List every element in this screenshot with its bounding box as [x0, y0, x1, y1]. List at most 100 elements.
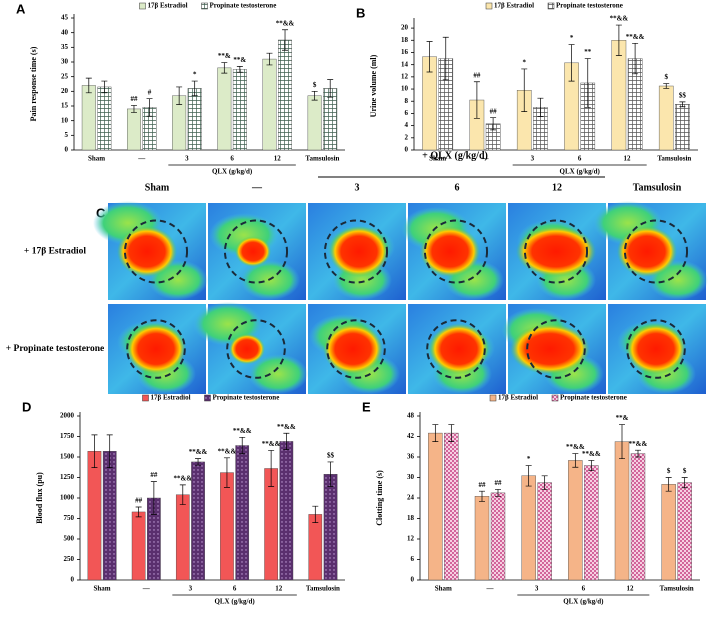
x-tick-label: — — [486, 585, 495, 593]
error-bar — [311, 90, 318, 101]
bar — [126, 108, 141, 151]
y-tick-label: 0 — [65, 146, 69, 154]
x-tick-label: 3 — [189, 585, 193, 593]
panel-label: B — [356, 5, 365, 20]
error-bar — [85, 77, 92, 94]
error-bar — [327, 461, 334, 487]
error-bar — [312, 505, 319, 523]
roi-circle — [226, 319, 286, 379]
perfusion-image — [208, 203, 306, 300]
legend-swatch — [489, 394, 497, 402]
roi-circle — [126, 319, 186, 379]
bar — [658, 85, 674, 151]
error-bar — [91, 434, 98, 469]
error-bar — [179, 484, 186, 505]
error-bar — [537, 97, 544, 117]
bar — [187, 88, 202, 151]
y-tick-label: 12 — [401, 72, 409, 80]
error-bar — [282, 29, 289, 51]
image-hotspot — [516, 226, 596, 277]
significance-label: $ — [313, 81, 317, 89]
bar — [537, 482, 552, 581]
bar — [97, 86, 112, 151]
perfusion-image — [308, 304, 406, 394]
image-hotspot — [626, 323, 686, 375]
significance-label: * — [570, 34, 574, 42]
bar — [428, 432, 443, 581]
x-axis-label: QLX (g/kg/d) — [560, 168, 601, 176]
column-header: 6 — [455, 182, 460, 193]
error-bar — [130, 105, 137, 113]
significance-label: * — [527, 455, 531, 463]
significance-label: $ — [664, 73, 668, 81]
legend-swatch — [142, 394, 149, 402]
x-tick-label: 12 — [627, 585, 635, 593]
image-hotspot — [235, 236, 271, 267]
significance-label: ## — [490, 107, 498, 115]
legend-label: Propinate testosterone — [213, 394, 280, 402]
significance-label: $ — [667, 467, 671, 475]
error-bar — [327, 79, 334, 98]
x-tick-label: — — [137, 155, 146, 163]
bar — [81, 85, 96, 151]
x-tick-label: 6 — [582, 585, 586, 593]
x-tick-label: 6 — [578, 155, 582, 163]
y-tick-label: 1750 — [60, 432, 75, 440]
y-tick-label: 250 — [64, 555, 75, 563]
error-bar — [681, 477, 688, 489]
x-axis-label: QLX (g/kg/d) — [214, 598, 255, 606]
y-tick-label: 5 — [65, 131, 69, 139]
y-axis-label: Pain response time (s) — [29, 46, 38, 121]
significance-label: ## — [495, 479, 503, 487]
column-header: 12 — [552, 182, 562, 193]
y-tick-label: 2 — [405, 133, 409, 141]
legend-label: Propinate testosterone — [560, 394, 627, 402]
bar — [308, 514, 323, 581]
image-hotspot — [429, 323, 489, 375]
panel-label: E — [362, 399, 371, 414]
y-tick-label: 500 — [64, 535, 75, 543]
perfusion-image — [608, 304, 706, 394]
error-bar — [106, 434, 113, 469]
bar — [323, 88, 338, 151]
x-tick-label: 6 — [233, 585, 237, 593]
y-tick-label: 12 — [407, 535, 415, 543]
bar — [584, 465, 599, 581]
significance-label: **&& — [582, 450, 601, 458]
error-bar — [568, 44, 575, 82]
roi-circle — [426, 319, 486, 379]
error-bar — [473, 81, 480, 119]
perfusion-image — [108, 304, 206, 394]
significance-label: ## — [135, 497, 143, 505]
y-axis-label: Clotting time (s) — [375, 470, 384, 526]
y-tick-label: 20 — [401, 24, 409, 32]
legend-swatch — [547, 2, 555, 10]
significance-label: **&& — [610, 15, 629, 23]
image-region — [248, 354, 308, 394]
error-bar — [588, 460, 595, 472]
error-bar — [541, 475, 548, 490]
bar — [262, 58, 277, 151]
y-tick-label: 35 — [61, 43, 69, 51]
y-tick-label: 2000 — [60, 412, 75, 420]
x-tick-label: 12 — [275, 585, 283, 593]
significance-label: **&& — [173, 474, 192, 482]
bar — [217, 67, 232, 151]
y-tick-label: 10 — [61, 116, 69, 124]
perfusion-image — [401, 203, 506, 300]
row-label: + 17β Estradiol — [24, 247, 87, 257]
y-tick-label: 45 — [61, 14, 69, 22]
x-axis-label: QLX (g/kg/d) — [563, 598, 604, 606]
roi-circle — [626, 319, 686, 379]
error-bar — [490, 117, 497, 131]
significance-label: ## — [473, 71, 481, 79]
significance-label: **&& — [629, 440, 648, 448]
error-bar — [239, 436, 246, 455]
error-bar — [619, 424, 625, 460]
significance-label: # — [148, 88, 152, 96]
y-tick-label: 30 — [61, 58, 69, 66]
x-axis-label: QLX (g/kg/d) — [212, 168, 253, 176]
error-bar — [448, 424, 455, 442]
y-tick-label: 48 — [407, 412, 415, 420]
